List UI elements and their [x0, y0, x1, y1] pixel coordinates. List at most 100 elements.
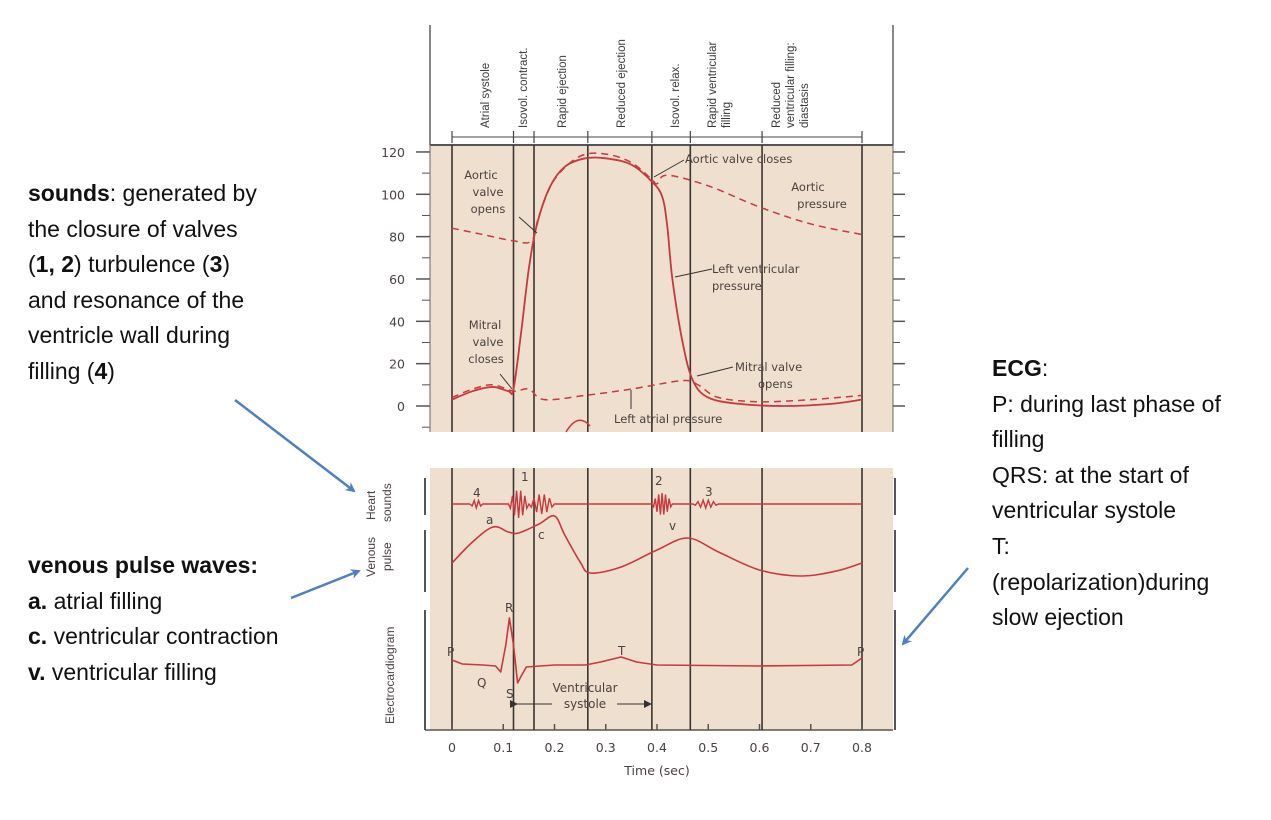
- time-tick-label: 0.7: [801, 740, 821, 755]
- note-ecg-line-2: filling: [992, 426, 1045, 453]
- note-sounds-l6a: filling (: [28, 357, 95, 384]
- annot-mitral-valve-closes-2: valve: [473, 335, 504, 349]
- note-venous-title: venous pulse waves:: [28, 552, 259, 578]
- phase-diastasis-l2: ventricular filling:: [785, 42, 797, 128]
- lower-panel: [430, 468, 893, 730]
- note-sounds-l3a: (: [28, 251, 36, 278]
- pressure-annotations: Aortic valve opens Aortic valve closes A…: [464, 152, 847, 426]
- phase-brackets: [451, 131, 863, 143]
- annot-mitral-valve-closes-1: Mitral: [469, 318, 502, 332]
- note-venous-a-text: atrial filling: [47, 587, 163, 614]
- annot-aortic-valve-opens-3: opens: [471, 202, 506, 216]
- ecg-s-label: S: [506, 687, 514, 701]
- pressure-tick-label: 40: [389, 314, 405, 329]
- sound-2-label: 2: [655, 474, 663, 488]
- time-tick-label: 0.2: [545, 740, 565, 755]
- row-label-venous-2: pulse: [380, 542, 394, 571]
- time-axis-label: Time (sec): [623, 763, 689, 778]
- phase-isovolumetric-relaxation: Isovol. relax.: [670, 63, 682, 128]
- note-sounds-l6-filling: 4: [94, 357, 108, 384]
- note-sounds-l3c: ) turbulence (: [74, 251, 210, 278]
- sound-3-label: 3: [705, 485, 713, 499]
- annot-aortic-pressure-2: pressure: [797, 197, 847, 211]
- aortic-pressure-curve: [451, 152, 863, 244]
- ecg-q-label: Q: [477, 676, 486, 690]
- time-axis: Time (sec) 0 0.1 0.2 0.3 0.4 0.5 0.6 0.7 0.8: [448, 724, 872, 778]
- annot-aortic-valve-opens-1: Aortic: [464, 168, 497, 182]
- atrial-curve-fragment: [565, 419, 591, 433]
- time-tick-label: 0.3: [596, 740, 616, 755]
- pressure-tick-label: 20: [389, 357, 405, 372]
- sound-4-label: 4: [473, 486, 481, 500]
- left-atrial-pressure-curve: [451, 379, 863, 403]
- ventricular-systole-label-2: systole: [564, 697, 606, 711]
- heart-sounds-trace: [452, 490, 862, 519]
- pressure-tick-label: 80: [389, 230, 405, 245]
- phase-atrial-systole: Atrial systole: [480, 63, 492, 128]
- arrow-to-ecg: [901, 567, 969, 646]
- pressure-axis: 120 100 80 60 40 20 0: [381, 145, 905, 428]
- time-tick-label: 0.6: [750, 740, 770, 755]
- phase-diastasis-l1: Reduced: [771, 82, 783, 128]
- phase-rapid-filling-l2: filling: [721, 102, 733, 128]
- row-labels: Heart sounds Venous pulse Electrocardiog…: [364, 483, 397, 724]
- note-ecg-colon: :: [1041, 355, 1049, 381]
- arrow-to-venous-pulse: [290, 569, 361, 600]
- ecg-p-label-end: P: [857, 645, 864, 659]
- note-venous-v-text: ventricular filling: [45, 658, 217, 685]
- annot-mitral-valve-opens-1: Mitral valve: [735, 360, 802, 374]
- annot-mitral-valve-opens-2: opens: [758, 377, 793, 391]
- note-sounds-l3d: ): [222, 251, 231, 278]
- pressure-tick-label: 100: [381, 187, 405, 202]
- note-sounds-bold: sounds: [28, 180, 110, 206]
- time-tick-label: 0.5: [698, 740, 718, 755]
- phase-boundary-lines-lower: [451, 468, 863, 730]
- pressure-tick-label: 0: [397, 399, 405, 414]
- ecg-r-label: R: [505, 601, 513, 615]
- venous-a-label: a: [486, 513, 493, 527]
- pressure-curves: [451, 152, 863, 433]
- phase-diastasis-l3: diastasis: [799, 83, 811, 128]
- time-tick-label: 0: [448, 740, 456, 755]
- venous-v-label: v: [669, 519, 676, 533]
- time-tick-label: 0.8: [852, 740, 872, 755]
- phase-header: Atrial systole Isovol. contract. Rapid e…: [429, 25, 894, 145]
- wave-labels: 4 1 2 3 a c v P Q R S T P Ventricular sy…: [447, 470, 864, 711]
- ventricular-systole-label-1: Ventricular: [552, 681, 617, 695]
- row-label-venous-1: Venous: [364, 537, 378, 577]
- note-ecg-line-4: ventricular systole: [992, 497, 1177, 524]
- row-label-heart-sounds-1: Heart: [364, 490, 378, 520]
- ecg-trace: [451, 617, 863, 684]
- phase-boundary-lines: [429, 145, 894, 432]
- note-sounds-l3-valves: 1, 2: [35, 251, 75, 278]
- note-venous-a-key: a.: [28, 587, 48, 614]
- note-ecg-line-7: slow ejection: [992, 604, 1124, 631]
- sound-1-label: 1: [521, 470, 529, 484]
- ecg-t-label: T: [617, 644, 626, 658]
- note-sounds-l5: ventricle wall during: [28, 322, 230, 349]
- annot-left-atrial-pressure: Left atrial pressure: [614, 412, 722, 426]
- note-venous-c-text: ventricular contraction: [47, 623, 279, 650]
- note-sounds-l3-turbulence: 3: [209, 251, 223, 278]
- ecg-p-label-start: P: [447, 645, 454, 659]
- note-ecg-line-1: P: during last phase of: [992, 390, 1221, 417]
- note-sounds-l2: the closure of valves: [28, 215, 238, 242]
- note-sounds-l4: and resonance of the: [28, 286, 245, 313]
- ecg-note: ECG: P: during last phase of filling QRS…: [992, 351, 1221, 636]
- venous-pulse-trace: [451, 514, 863, 577]
- note-ecg-title: ECG: [992, 355, 1042, 381]
- note-venous-v-key: v.: [28, 658, 46, 685]
- phase-rapid-filling-l1: Rapid ventricular: [707, 42, 719, 128]
- pressure-tick-label: 120: [381, 145, 405, 160]
- note-ecg-line-5: T:: [992, 532, 1010, 559]
- lower-curves: [451, 490, 863, 684]
- annot-aortic-valve-closes: Aortic valve closes: [685, 152, 792, 166]
- note-venous-c-key: c.: [28, 623, 48, 650]
- time-tick-label: 0.1: [493, 740, 513, 755]
- phase-rapid-ejection: Rapid ejection: [557, 55, 569, 128]
- heart-sounds-note: sounds: generated by the closure of valv…: [28, 176, 257, 390]
- annot-lv-pressure-2: pressure: [712, 279, 762, 293]
- phase-reduced-ejection: Reduced ejection: [616, 39, 628, 128]
- annot-aortic-valve-opens-2: valve: [473, 185, 504, 199]
